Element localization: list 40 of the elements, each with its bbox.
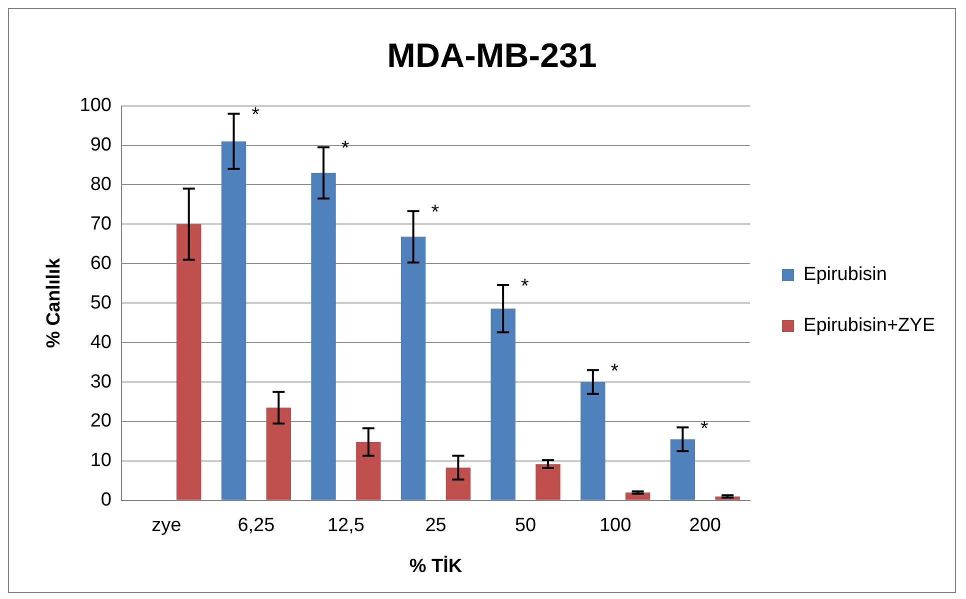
annotation: * (341, 138, 350, 160)
y-tick-label: 70 (90, 213, 112, 234)
y-tick-label: 90 (90, 134, 112, 156)
bar (400, 236, 426, 500)
y-tick-label: 30 (90, 371, 112, 392)
chart-title: MDA-MB-231 (387, 36, 597, 75)
y-tick-label: 40 (90, 332, 112, 353)
annotation: * (252, 104, 260, 126)
bar (221, 141, 246, 500)
y-tick-label: 50 (90, 292, 112, 314)
y-tick-label: 100 (80, 95, 112, 116)
legend-label: Epirubisin (804, 264, 887, 286)
bar (176, 224, 202, 500)
y-tick-label: 80 (90, 174, 112, 195)
y-tick-label: 60 (90, 252, 112, 274)
bar (266, 408, 291, 500)
annotation: * (700, 418, 709, 440)
x-tick-label: 200 (689, 515, 721, 536)
bar (580, 382, 606, 500)
bar (356, 442, 381, 500)
y-tick-label: 0 (100, 490, 112, 511)
bar (311, 172, 336, 500)
bar (490, 308, 516, 500)
x-axis-title: % TİK (409, 554, 462, 577)
x-tick-label: 100 (599, 515, 632, 536)
legend-label: Epirubisin+ZYE (804, 315, 936, 336)
x-tick-label: zye (152, 515, 182, 536)
bar (446, 468, 471, 500)
x-tick-label: 12,5 (327, 515, 364, 536)
bar (536, 464, 560, 500)
annotation: * (610, 360, 619, 383)
x-tick-label: 50 (514, 515, 536, 536)
y-tick-label: 10 (90, 450, 112, 472)
x-tick-label: 6,25 (238, 515, 275, 536)
y-tick-label: 20 (90, 410, 112, 432)
bar (670, 439, 696, 500)
annotation: * (431, 202, 440, 224)
y-axis-title: % Canlılık (44, 258, 65, 348)
x-tick-label: 25 (425, 515, 446, 536)
annotation: * (520, 275, 529, 298)
